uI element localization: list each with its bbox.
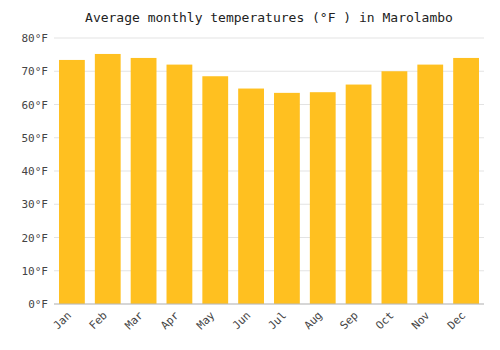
bar: [453, 58, 479, 304]
bar: [202, 76, 228, 304]
x-tick-label: Apr: [158, 309, 182, 333]
bar: [59, 60, 85, 304]
x-tick-label: Jun: [230, 309, 253, 332]
y-tick-label: 10°F: [22, 265, 49, 278]
y-tick-label: 40°F: [22, 165, 49, 178]
y-tick-label: 70°F: [22, 65, 49, 78]
bar: [274, 93, 300, 304]
x-tick-label: May: [194, 309, 218, 333]
x-tick-label: Dec: [445, 309, 468, 332]
bar: [238, 89, 264, 304]
x-axis: Jan Feb Mar Apr May Jun Jul Aug Sep Oct Nov Dec: [51, 309, 468, 333]
y-tick-label: 80°F: [22, 32, 49, 45]
title: Average monthly temperatures (°F ) in Ma…: [85, 10, 453, 25]
y-axis: 0°F 10°F 20°F 30°F 40°F 50°F 60°F 70°F 80°F: [22, 32, 49, 311]
bar: [417, 65, 443, 304]
bar: [131, 58, 157, 304]
grid-line: [54, 38, 484, 39]
x-axis-line: [54, 304, 484, 305]
y-tick-label: 30°F: [22, 198, 49, 211]
grid: [54, 38, 484, 304]
y-tick-label: 50°F: [22, 132, 49, 145]
bar: [310, 92, 336, 304]
x-tick-label: Jan: [51, 309, 74, 332]
y-tick-label: 60°F: [22, 99, 49, 112]
x-tick-label: Sep: [337, 309, 360, 332]
bars: [59, 54, 479, 304]
bar: [167, 65, 193, 304]
x-tick-label: Aug: [302, 309, 325, 332]
bar: [95, 54, 121, 304]
x-tick-label: Feb: [87, 309, 110, 332]
x-tick-label: Nov: [409, 309, 433, 333]
x-tick-label: Mar: [122, 309, 146, 333]
x-tick-label: Jul: [266, 309, 289, 332]
chart: Average monthly temperatures (°F ) in Ma…: [0, 0, 500, 350]
grid-line: [54, 304, 484, 305]
bar: [346, 85, 372, 304]
y-tick-label: 0°F: [28, 298, 48, 311]
y-tick-label: 20°F: [22, 232, 49, 245]
bar: [382, 71, 408, 304]
x-tick-label: Oct: [373, 309, 396, 332]
